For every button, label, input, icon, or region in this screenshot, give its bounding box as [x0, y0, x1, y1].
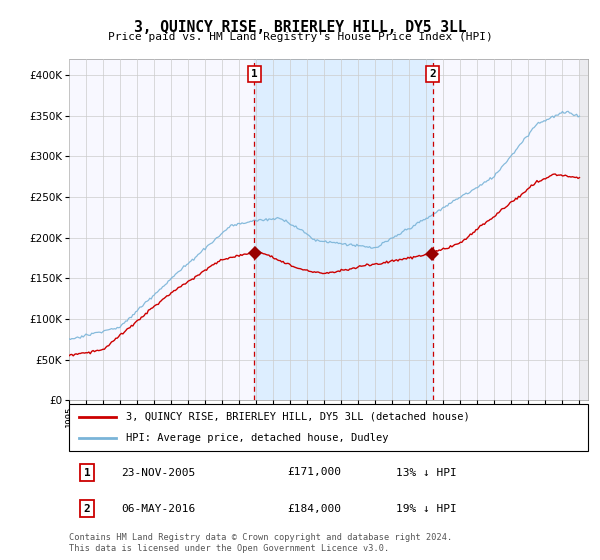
Text: £184,000: £184,000 [287, 504, 341, 514]
Text: 3, QUINCY RISE, BRIERLEY HILL, DY5 3LL (detached house): 3, QUINCY RISE, BRIERLEY HILL, DY5 3LL (… [126, 412, 470, 422]
Text: £171,000: £171,000 [287, 468, 341, 478]
Text: Price paid vs. HM Land Registry's House Price Index (HPI): Price paid vs. HM Land Registry's House … [107, 32, 493, 42]
Bar [580, 59, 588, 400]
FancyBboxPatch shape [69, 404, 588, 451]
Text: 23-NOV-2005: 23-NOV-2005 [121, 468, 195, 478]
Text: 13% ↓ HPI: 13% ↓ HPI [396, 468, 457, 478]
Text: 1: 1 [251, 69, 258, 79]
Text: 3, QUINCY RISE, BRIERLEY HILL, DY5 3LL: 3, QUINCY RISE, BRIERLEY HILL, DY5 3LL [134, 20, 466, 35]
Text: 2: 2 [84, 504, 91, 514]
Text: 1: 1 [84, 468, 91, 478]
Text: 06-MAY-2016: 06-MAY-2016 [121, 504, 195, 514]
Text: Contains HM Land Registry data © Crown copyright and database right 2024.
This d: Contains HM Land Registry data © Crown c… [69, 533, 452, 553]
Text: 2: 2 [429, 69, 436, 79]
Text: HPI: Average price, detached house, Dudley: HPI: Average price, detached house, Dudl… [126, 433, 389, 444]
Bar [254, 59, 433, 400]
Text: 19% ↓ HPI: 19% ↓ HPI [396, 504, 457, 514]
